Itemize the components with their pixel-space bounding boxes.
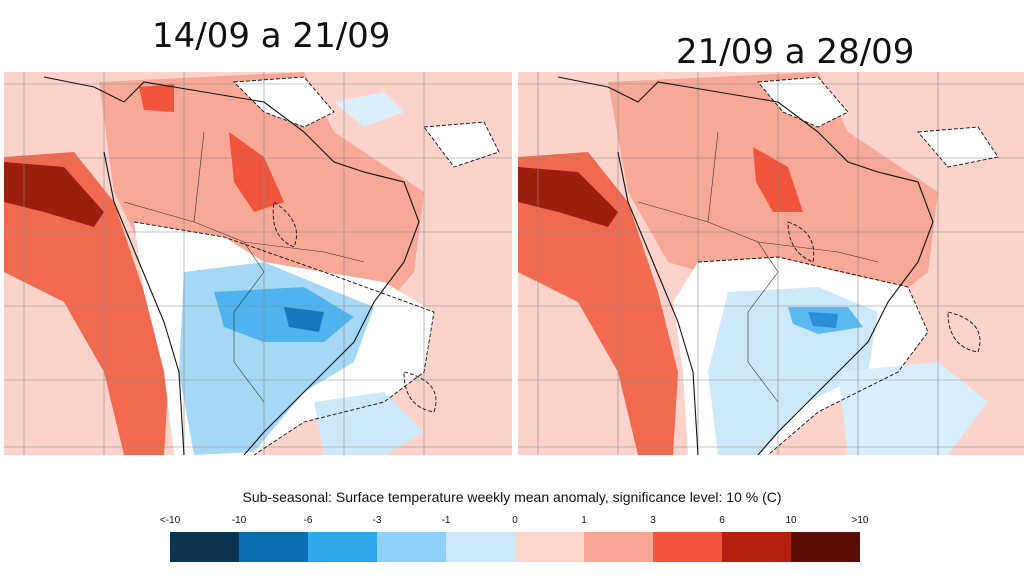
legend-tick: 10 [785, 515, 797, 526]
map-graphic-week2 [518, 72, 1024, 455]
legend-swatch [584, 532, 653, 562]
legend-tick: 6 [719, 515, 725, 526]
legend-tick: <-10 [159, 515, 181, 526]
legend-swatch [653, 532, 722, 562]
legend-swatch [239, 532, 308, 562]
panel-title-week1: 14/09 a 21/09 [152, 16, 391, 56]
legend-swatch [791, 532, 860, 562]
map-graphic-week1 [4, 72, 512, 455]
legend-ticks: <-10 -10 -6 -3 -1 0 1 3 6 10 >10 [160, 515, 869, 529]
legend-colorbar [170, 532, 860, 562]
legend-tick: 1 [581, 515, 587, 526]
legend-swatch [377, 532, 446, 562]
legend-swatch [515, 532, 584, 562]
legend-swatch [308, 532, 377, 562]
legend-swatch [446, 532, 515, 562]
legend-caption: Sub-seasonal: Surface temperature weekly… [242, 489, 782, 505]
legend-tick: 3 [650, 515, 656, 526]
legend-tick: -10 [231, 515, 247, 526]
legend-tick: -1 [441, 515, 451, 526]
legend-tick: -6 [303, 515, 313, 526]
legend-swatch [170, 532, 239, 562]
legend-tick: -3 [372, 515, 382, 526]
legend-tick: >10 [851, 515, 869, 526]
legend-swatch [722, 532, 791, 562]
panel-title-week2: 21/09 a 28/09 [676, 32, 915, 72]
anomaly-map-week2 [518, 72, 1024, 455]
anomaly-map-week1 [4, 72, 512, 455]
legend-tick: 0 [512, 515, 518, 526]
